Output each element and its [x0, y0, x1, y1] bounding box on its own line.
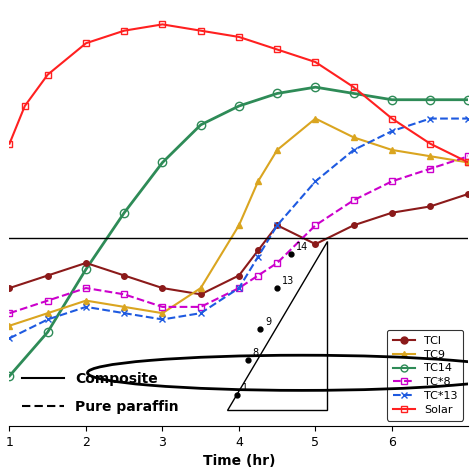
- Solar: [465, 160, 471, 165]
- TCl: [428, 204, 433, 210]
- TCl: [236, 273, 242, 278]
- Text: 1: 1: [242, 383, 248, 393]
- TCl: [45, 273, 51, 278]
- TC9: [255, 179, 261, 184]
- TC9: [236, 222, 242, 228]
- TC9: [465, 160, 471, 165]
- TC*13: [45, 317, 51, 322]
- TC*13: [160, 317, 165, 322]
- Solar: [236, 34, 242, 40]
- TC*8: [313, 222, 319, 228]
- Solar: [198, 28, 203, 34]
- Text: 13: 13: [282, 276, 294, 286]
- TC14: [274, 91, 280, 96]
- Line: TC14: TC14: [5, 83, 473, 380]
- TC*8: [236, 285, 242, 291]
- TC9: [121, 304, 127, 310]
- TC*8: [255, 273, 261, 278]
- TC*8: [83, 285, 89, 291]
- X-axis label: Time (hr): Time (hr): [203, 455, 275, 468]
- TC9: [351, 135, 356, 140]
- TC*13: [428, 116, 433, 121]
- TCl: [351, 222, 356, 228]
- Line: TCl: TCl: [7, 191, 471, 297]
- Solar: [351, 84, 356, 90]
- Line: Solar: Solar: [6, 21, 472, 166]
- Legend: Composite, Pure paraffin: Composite, Pure paraffin: [17, 366, 184, 419]
- TCl: [83, 260, 89, 266]
- TC14: [351, 91, 356, 96]
- TCl: [198, 292, 203, 297]
- Solar: [45, 72, 51, 77]
- TC*13: [236, 285, 242, 291]
- Text: 8: 8: [253, 348, 259, 358]
- TC*13: [121, 310, 127, 316]
- TC9: [389, 147, 395, 153]
- TC14: [45, 329, 51, 335]
- Text: 9: 9: [265, 317, 271, 327]
- TC14: [7, 373, 12, 379]
- TC*13: [83, 304, 89, 310]
- Text: 14: 14: [296, 242, 308, 252]
- TC*13: [389, 128, 395, 134]
- TC*8: [465, 154, 471, 159]
- Solar: [22, 103, 27, 109]
- TC*8: [351, 197, 356, 203]
- TC*13: [351, 147, 356, 153]
- Solar: [313, 59, 319, 65]
- TC14: [160, 160, 165, 165]
- TC9: [83, 298, 89, 303]
- TC*8: [121, 292, 127, 297]
- TCl: [274, 222, 280, 228]
- Line: TC*13: TC*13: [6, 115, 472, 342]
- TC9: [428, 154, 433, 159]
- TC*8: [45, 298, 51, 303]
- Solar: [428, 141, 433, 146]
- TC*13: [255, 254, 261, 259]
- TC9: [7, 323, 12, 328]
- TC*8: [7, 310, 12, 316]
- Solar: [7, 141, 12, 146]
- TC9: [45, 310, 51, 316]
- TC14: [313, 84, 319, 90]
- TC*13: [313, 179, 319, 184]
- TC14: [236, 103, 242, 109]
- TCl: [121, 273, 127, 278]
- TC14: [121, 210, 127, 216]
- TC14: [83, 266, 89, 272]
- TC14: [389, 97, 395, 102]
- TC*8: [198, 304, 203, 310]
- TC9: [198, 285, 203, 291]
- TC*8: [274, 260, 280, 266]
- Polygon shape: [228, 241, 327, 410]
- Solar: [389, 116, 395, 121]
- TCl: [160, 285, 165, 291]
- TC*13: [198, 310, 203, 316]
- TC9: [313, 116, 319, 121]
- TC9: [274, 147, 280, 153]
- TC*8: [428, 166, 433, 172]
- TCl: [7, 285, 12, 291]
- Line: TC*8: TC*8: [6, 153, 472, 317]
- TCl: [255, 247, 261, 253]
- TC*13: [7, 336, 12, 341]
- TC14: [465, 97, 471, 102]
- TC14: [198, 122, 203, 128]
- Solar: [160, 21, 165, 27]
- TC14: [428, 97, 433, 102]
- TCl: [465, 191, 471, 197]
- Line: TC9: TC9: [6, 115, 472, 329]
- TC*13: [465, 116, 471, 121]
- Solar: [274, 46, 280, 52]
- TC*8: [160, 304, 165, 310]
- Solar: [121, 28, 127, 34]
- TC9: [160, 310, 165, 316]
- TC*8: [389, 179, 395, 184]
- Solar: [83, 40, 89, 46]
- TCl: [313, 241, 319, 247]
- TCl: [389, 210, 395, 216]
- TC*13: [274, 222, 280, 228]
